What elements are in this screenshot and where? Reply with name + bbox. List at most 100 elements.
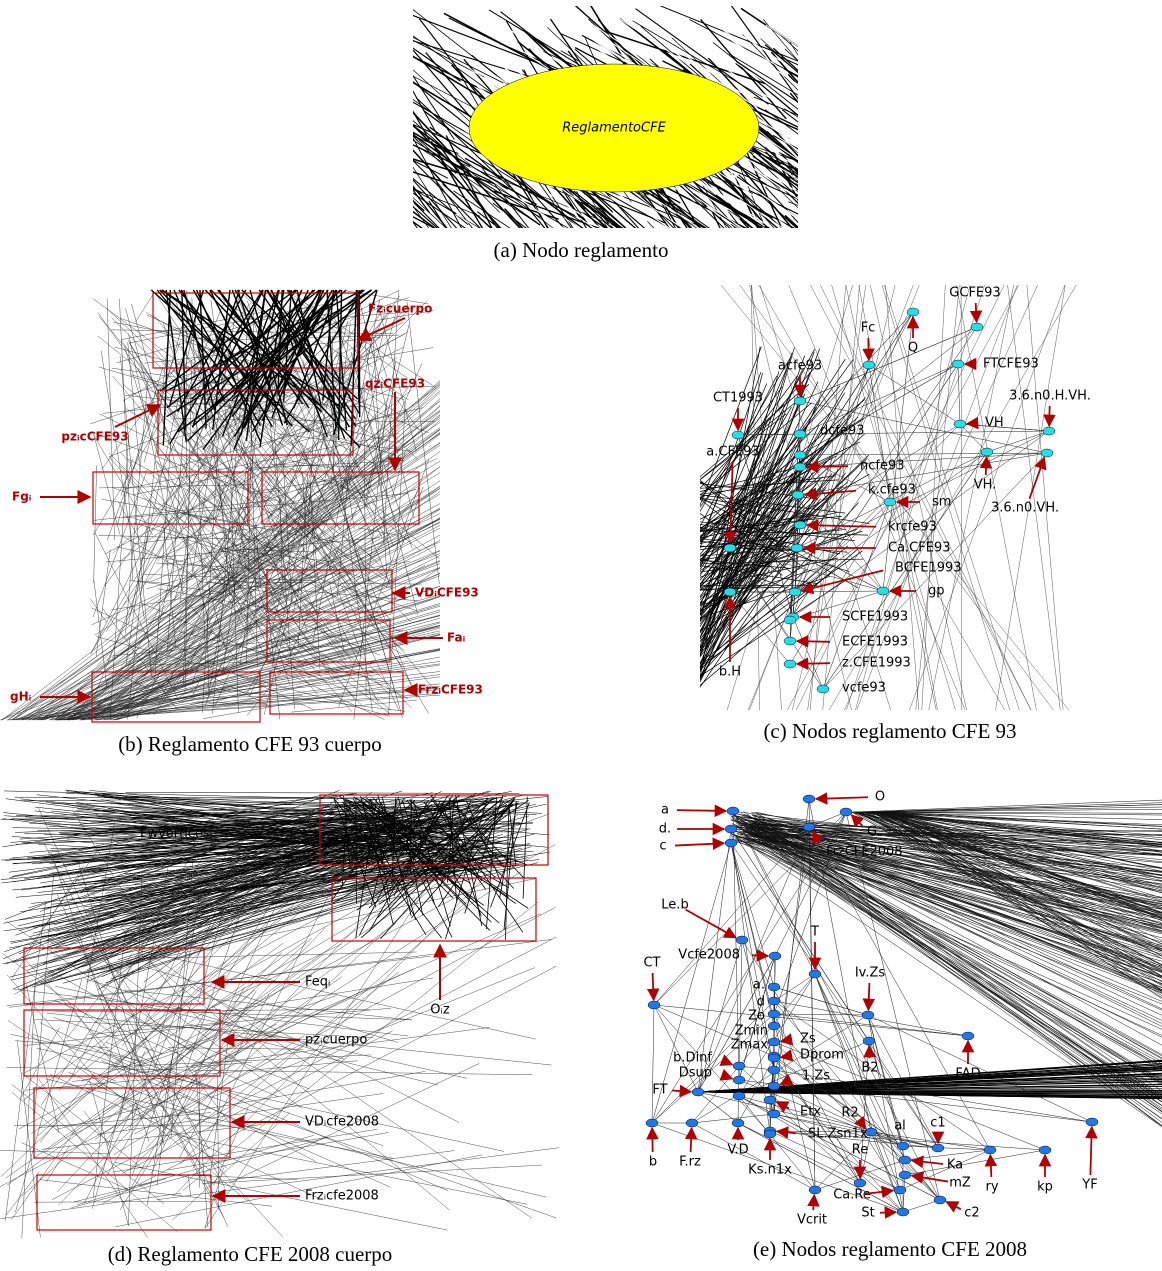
edge bbox=[216, 408, 362, 602]
node-label: d. bbox=[659, 822, 671, 837]
edge bbox=[56, 815, 349, 877]
edge bbox=[729, 591, 791, 665]
edge bbox=[306, 44, 410, 150]
node-label: kp bbox=[1037, 1180, 1053, 1195]
node-label: BCFE1993 bbox=[895, 561, 962, 576]
edge bbox=[700, 521, 779, 557]
edge bbox=[413, 179, 458, 228]
edge bbox=[259, 289, 285, 448]
edge bbox=[870, 1131, 904, 1213]
edge bbox=[700, 384, 810, 478]
node bbox=[767, 1053, 781, 1063]
edge bbox=[700, 479, 790, 553]
node bbox=[763, 1095, 777, 1105]
edge bbox=[224, 592, 380, 656]
edge bbox=[167, 1047, 304, 1050]
edge bbox=[738, 831, 1162, 1099]
edge bbox=[885, 811, 1162, 869]
node bbox=[724, 824, 738, 834]
edge bbox=[730, 6, 798, 100]
edge bbox=[729, 400, 801, 549]
edge bbox=[792, 364, 870, 618]
edge bbox=[853, 811, 1162, 979]
edge bbox=[765, 151, 798, 186]
edge bbox=[93, 499, 276, 521]
edge bbox=[150, 289, 310, 433]
edge bbox=[406, 301, 440, 585]
edge bbox=[985, 169, 1126, 238]
edge bbox=[730, 828, 870, 1042]
edge bbox=[732, 40, 798, 86]
edge bbox=[867, 1014, 1093, 1123]
node-label: c2 bbox=[964, 1206, 979, 1221]
edge bbox=[885, 811, 1162, 856]
node-label: FAD bbox=[955, 1067, 980, 1082]
edge bbox=[853, 811, 1162, 836]
edge bbox=[5, 901, 46, 1221]
edge bbox=[170, 511, 223, 552]
edge bbox=[863, 811, 1162, 979]
edge bbox=[95, 486, 440, 721]
edge bbox=[104, 817, 358, 836]
edge bbox=[124, 989, 413, 1021]
node bbox=[898, 1170, 912, 1180]
edge bbox=[573, 196, 624, 228]
edge bbox=[445, 797, 488, 940]
arrow bbox=[671, 1084, 693, 1098]
edge bbox=[5, 814, 519, 1179]
edge bbox=[154, 645, 201, 677]
edge bbox=[784, 48, 798, 62]
edge bbox=[784, 216, 798, 228]
highlight-box bbox=[261, 471, 420, 525]
label: FrzᵢCFE93 bbox=[418, 683, 483, 697]
edge bbox=[826, 141, 978, 231]
edge bbox=[166, 289, 372, 418]
edge bbox=[3, 803, 547, 924]
edge bbox=[326, 33, 396, 95]
edge bbox=[178, 289, 293, 427]
edge bbox=[759, 285, 891, 710]
node bbox=[691, 1087, 705, 1097]
edge bbox=[818, 193, 962, 345]
edge bbox=[697, 1091, 939, 1149]
edge bbox=[672, 221, 684, 228]
edge bbox=[764, 146, 798, 178]
edge bbox=[413, 81, 485, 140]
edge bbox=[41, 815, 231, 1106]
edge bbox=[94, 440, 416, 636]
edge bbox=[277, 433, 413, 452]
caption: (c) Nodos reglamento CFE 93 bbox=[763, 719, 1016, 743]
edge bbox=[881, 93, 965, 163]
edge bbox=[773, 1055, 904, 1147]
edge bbox=[789, 92, 798, 104]
edge bbox=[442, 183, 492, 228]
edge bbox=[155, 461, 405, 652]
edge bbox=[13, 911, 177, 995]
edge bbox=[680, 185, 725, 228]
edge bbox=[0, 1062, 238, 1187]
edge bbox=[159, 289, 278, 409]
node bbox=[980, 447, 994, 457]
edge bbox=[476, 211, 500, 228]
edge bbox=[868, 811, 1162, 869]
edge bbox=[31, 857, 499, 988]
edge bbox=[787, 73, 798, 86]
node-label: b bbox=[649, 1155, 657, 1170]
edge bbox=[36, 1048, 505, 1152]
edge bbox=[649, 178, 747, 228]
edge bbox=[370, 798, 398, 905]
arrow bbox=[969, 302, 983, 324]
edge bbox=[743, 826, 1162, 1099]
edge bbox=[700, 484, 817, 601]
edge bbox=[697, 955, 776, 1093]
edge bbox=[884, 285, 1020, 710]
edge bbox=[334, 310, 434, 329]
edge bbox=[287, 363, 423, 660]
edge bbox=[100, 534, 440, 721]
edge bbox=[781, 56, 798, 66]
edge bbox=[21, 1142, 128, 1190]
edge bbox=[943, 48, 1080, 113]
edge bbox=[182, 901, 539, 1191]
edge bbox=[435, 140, 499, 228]
